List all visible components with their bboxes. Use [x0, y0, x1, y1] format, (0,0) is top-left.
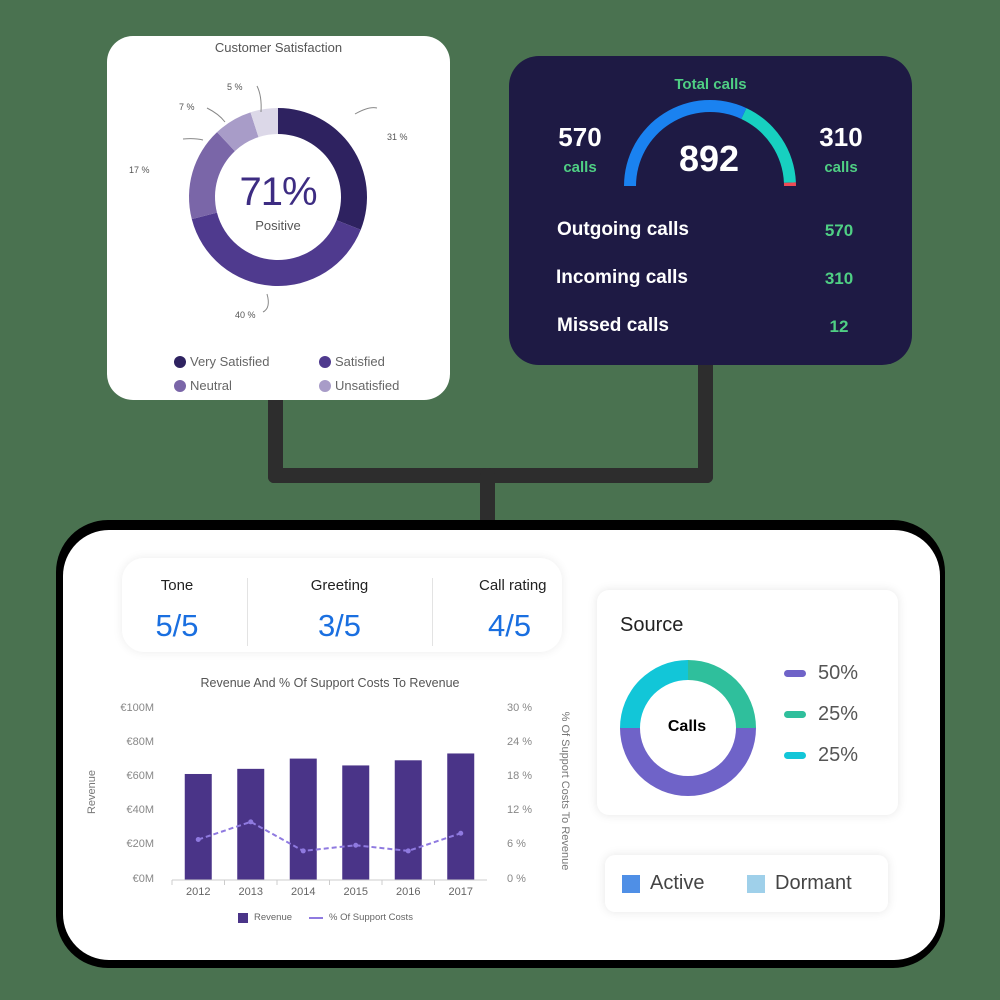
legend-dot-icon [174, 355, 186, 368]
y-tick-right: 24 % [507, 736, 533, 748]
y-tick: €60M [126, 770, 154, 782]
legend-swatch-icon [622, 874, 640, 893]
y-tick-right: 0 % [507, 873, 526, 885]
legend-dot-icon [319, 355, 331, 368]
score-call-rating: Call rating 4/5 [438, 558, 588, 652]
legend-active: Active [622, 872, 704, 895]
x-tick: 2017 [448, 886, 473, 898]
legend-neutral: Neutral [174, 378, 232, 393]
y-tick-right: 30 % [507, 702, 533, 714]
x-tick: 2014 [291, 886, 316, 898]
connector-left-vertical [268, 398, 283, 483]
positive-percentage: 71% [239, 170, 317, 214]
score-value: 3/5 [317, 608, 362, 643]
legend-revenue: Revenue [238, 912, 292, 923]
source-legend-item: 25% [784, 703, 858, 726]
customer-satisfaction-card: Customer Satisfaction 31 % 40 % 17 % 7 %… [107, 36, 450, 400]
divider [432, 578, 433, 646]
score-label: Tone [160, 577, 194, 594]
legend-swatch-icon [747, 874, 765, 893]
source-title: Source [620, 614, 684, 636]
score-label: Call rating [479, 577, 547, 594]
incoming-calls-label: Incoming calls [556, 267, 688, 288]
outgoing-calls-label: Outgoing calls [557, 219, 689, 240]
outgoing-count-unit: calls [563, 159, 597, 176]
score-tone: Tone 5/5 [122, 558, 232, 652]
slice-label-very-satisfied: 31 % [387, 132, 408, 142]
y-tick-right: 6 % [507, 838, 526, 850]
score-value: 5/5 [155, 608, 199, 643]
source-legend-item: 50% [784, 662, 858, 685]
source-center-label: Calls [667, 718, 707, 735]
positive-label: Positive [255, 218, 301, 233]
legend-swatch-icon [784, 670, 806, 677]
legend-very-satisfied: Very Satisfied [174, 354, 270, 369]
x-tick: 2013 [238, 886, 263, 898]
revenue-bar [447, 753, 475, 880]
y-tick-right: 12 % [507, 804, 533, 816]
y-tick: €20M [126, 838, 154, 850]
legend-line-swatch-icon [309, 916, 323, 919]
y-tick: €0M [132, 873, 154, 885]
call-scores-card: Tone 5/5 Greeting 3/5 Call rating 4/5 [122, 558, 562, 652]
x-tick: 2012 [186, 886, 211, 898]
divider [247, 578, 248, 646]
slice-label-neutral: 17 % [129, 165, 150, 175]
satisfaction-donut-chart [182, 85, 378, 313]
source-card: Source Calls 50% 25% 25% [597, 590, 898, 815]
legend-dormant: Dormant [747, 872, 852, 895]
outgoing-calls-value: 570 [824, 221, 854, 240]
y-tick: €100M [120, 702, 154, 714]
slice-label-satisfied: 40 % [235, 310, 256, 320]
score-greeting: Greeting 3/5 [252, 558, 427, 652]
card-title: Customer Satisfaction [214, 40, 343, 55]
total-calls-value: 892 [678, 138, 740, 179]
revenue-bar [342, 765, 370, 880]
incoming-calls-value: 310 [824, 269, 854, 288]
source-legend-item: 25% [784, 744, 858, 767]
score-label: Greeting [310, 577, 369, 594]
y-tick-right: 18 % [507, 770, 533, 782]
missed-calls-label: Missed calls [557, 315, 669, 336]
legend-dot-icon [319, 379, 331, 392]
chart-title: Revenue And % Of Support Costs To Revenu… [200, 676, 460, 690]
score-value: 4/5 [488, 608, 532, 643]
y-tick: €40M [126, 804, 154, 816]
missed-calls-value: 12 [829, 317, 849, 336]
legend-unsatisfied: Unsatisfied [319, 378, 399, 393]
total-calls-label: Total calls [674, 76, 747, 93]
revenue-bar [289, 758, 317, 880]
x-tick: 2015 [343, 886, 368, 898]
x-tick: 2016 [396, 886, 421, 898]
status-legend-card: Active Dormant [605, 855, 888, 912]
incoming-count: 310 [819, 122, 863, 152]
calls-gauge [624, 99, 796, 186]
legend-satisfied: Satisfied [319, 354, 385, 369]
connector-center-vertical [480, 468, 495, 530]
legend-swatch-icon [784, 752, 806, 759]
incoming-count-unit: calls [824, 159, 858, 176]
slice-label-unsatisfied: 7 % [179, 102, 195, 112]
legend-dot-icon [174, 379, 186, 392]
outgoing-count: 570 [558, 122, 602, 152]
total-calls-card: Total calls 570 calls 310 calls 892 Outg… [509, 56, 912, 365]
revenue-bar [394, 760, 422, 880]
revenue-bar [184, 773, 212, 880]
y-tick: €80M [126, 736, 154, 748]
legend-bar-swatch-icon [238, 912, 248, 923]
slice-label-other: 5 % [227, 82, 243, 92]
legend-swatch-icon [784, 711, 806, 718]
source-donut-chart [620, 660, 756, 796]
connector-right-vertical [698, 363, 713, 483]
revenue-bar [237, 768, 265, 880]
legend-support-costs: % Of Support Costs [309, 912, 413, 923]
